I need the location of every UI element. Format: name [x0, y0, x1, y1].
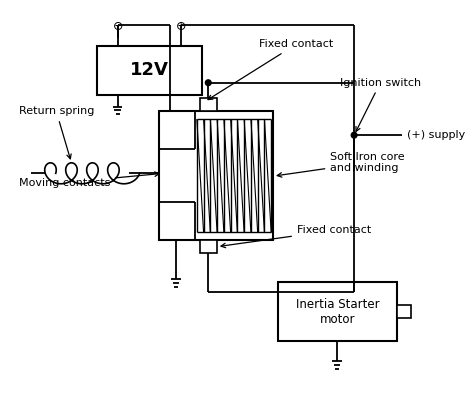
Text: $\ominus$: $\ominus$ — [112, 20, 123, 33]
Text: Moving contacts: Moving contacts — [18, 172, 159, 188]
Bar — [200, 98, 217, 111]
Text: Soft Iron core
and winding: Soft Iron core and winding — [277, 152, 405, 177]
Bar — [97, 46, 201, 95]
Text: Fixed contact: Fixed contact — [208, 40, 333, 100]
Bar — [159, 111, 273, 240]
Text: (+) supply: (+) supply — [407, 130, 465, 140]
Text: Fixed contact: Fixed contact — [221, 225, 371, 248]
Circle shape — [205, 80, 211, 86]
Text: 12V: 12V — [130, 61, 169, 79]
Bar — [397, 305, 411, 318]
Text: Inertia Starter
motor: Inertia Starter motor — [296, 298, 379, 326]
Circle shape — [351, 132, 357, 138]
Text: $\oplus$: $\oplus$ — [175, 20, 186, 33]
Bar — [278, 282, 397, 341]
Bar — [200, 240, 217, 253]
Text: Return spring: Return spring — [18, 106, 94, 159]
Text: Ignition switch: Ignition switch — [340, 78, 421, 132]
